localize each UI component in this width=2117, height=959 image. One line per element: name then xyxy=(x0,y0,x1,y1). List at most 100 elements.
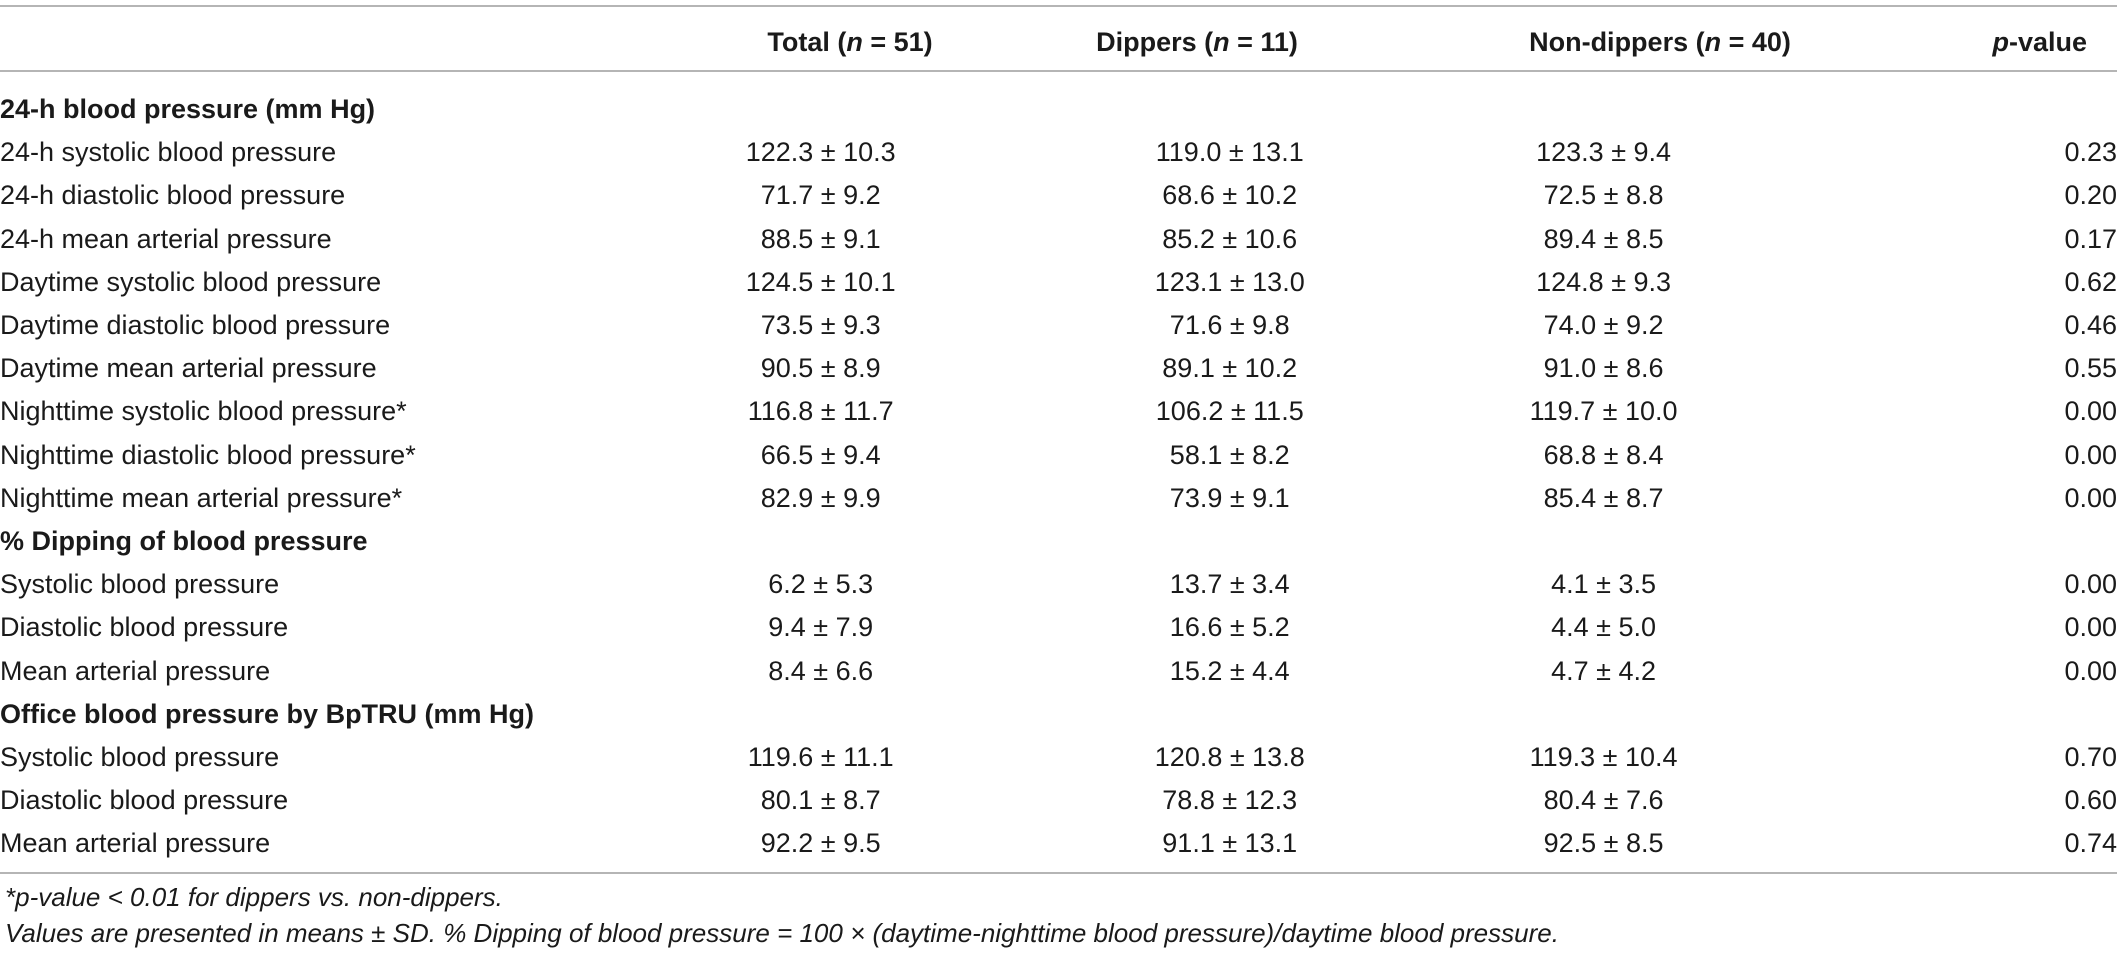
table-row: Daytime systolic blood pressure 124.5 ± 1… xyxy=(0,261,2117,304)
cell-non-dippers: 119.7 ± 10.0 xyxy=(1529,396,1678,427)
cell-non-dippers: 4.1 ± 3.5 xyxy=(1551,569,1657,600)
cell-total: 71.7 ± 9.2 xyxy=(760,180,881,211)
cell-total: 90.5 ± 8.9 xyxy=(760,353,881,384)
footnote-1: *p-value < 0.01 for dippers vs. non-dipp… xyxy=(5,882,503,912)
header-rule xyxy=(0,70,2117,72)
section-heading: % Dipping of blood pressure xyxy=(0,525,368,556)
row-label: Systolic blood pressure xyxy=(0,741,280,772)
row-label: Daytime diastolic blood pressure xyxy=(0,310,391,341)
cell-p-value: 0.00 xyxy=(2064,439,2117,470)
cell-dippers: 106.2 ± 11.5 xyxy=(1155,396,1304,427)
cell-non-dippers: 123.3 ± 9.4 xyxy=(1536,137,1672,168)
cell-dippers: 71.6 ± 9.8 xyxy=(1169,310,1290,341)
cell-p-value xyxy=(1797,88,2117,131)
table-row: 24-h diastolic blood pressure 71.7 ± 9.2 6… xyxy=(0,174,2117,217)
table-row: Mean arterial pressure 92.2 ± 9.5 91.1 ± 1… xyxy=(0,822,2117,865)
cell-total: 66.5 ± 9.4 xyxy=(760,439,881,470)
cell-total: 92.2 ± 9.5 xyxy=(760,828,881,859)
cell-dippers: 91.1 ± 13.1 xyxy=(1162,828,1298,859)
cell-p-value: 0.55 xyxy=(2064,353,2117,384)
cell-dippers: 15.2 ± 4.4 xyxy=(1169,655,1290,686)
cell-dippers: 68.6 ± 10.2 xyxy=(1162,180,1298,211)
cell-non-dippers xyxy=(1410,88,1797,131)
cell-total xyxy=(592,693,1049,736)
cell-total: 8.4 ± 6.6 xyxy=(768,655,874,686)
cell-p-value: 0.74 xyxy=(2064,828,2117,859)
cell-p-value: 0.00 xyxy=(2064,569,2117,600)
cell-p-value: 0.60 xyxy=(2064,785,2117,816)
cell-total xyxy=(592,88,1049,131)
row-label: Daytime systolic blood pressure xyxy=(0,266,382,297)
row-label: Nighttime systolic blood pressure* xyxy=(0,396,407,427)
row-label: Nighttime diastolic blood pressure* xyxy=(0,439,416,470)
cell-total: 119.6 ± 11.1 xyxy=(747,741,894,772)
header-non-text: Non-dippers ( xyxy=(1529,27,1705,57)
cell-dippers: 120.8 ± 13.8 xyxy=(1154,741,1305,772)
section-heading: Office blood pressure by BpTRU (mm Hg) xyxy=(0,698,535,729)
header-non-dippers: Non-dippers (n = 40) xyxy=(1480,20,1840,64)
table-row: Mean arterial pressure 8.4 ± 6.6 15.2 ± 4.… xyxy=(0,649,2117,692)
cell-p-value xyxy=(1797,520,2117,563)
cell-total: 73.5 ± 9.3 xyxy=(760,310,881,341)
table-row: Systolic blood pressure 6.2 ± 5.3 13.7 ± 3… xyxy=(0,563,2117,606)
cell-non-dippers: 89.4 ± 8.5 xyxy=(1543,223,1664,254)
cell-non-dippers: 124.8 ± 9.3 xyxy=(1536,266,1672,297)
cell-p-value: 0.23 xyxy=(2064,137,2117,168)
cell-non-dippers xyxy=(1410,520,1797,563)
cell-p-value: 0.00 xyxy=(2064,396,2117,427)
cell-total: 116.8 ± 11.7 xyxy=(747,396,894,427)
cell-non-dippers: 74.0 ± 9.2 xyxy=(1543,310,1664,341)
row-label: Systolic blood pressure xyxy=(0,569,280,600)
cell-dippers xyxy=(1049,88,1410,131)
data-table: 24-h blood pressure (mm Hg) 24-h systolic… xyxy=(0,88,2117,865)
section-row: Office blood pressure by BpTRU (mm Hg) xyxy=(0,693,2117,736)
cell-dippers xyxy=(1049,693,1410,736)
bottom-rule xyxy=(0,872,2117,874)
cell-dippers xyxy=(1049,520,1410,563)
table-row: Nighttime mean arterial pressure* 82.9 ± … xyxy=(0,477,2117,520)
row-label: 24-h diastolic blood pressure xyxy=(0,180,346,211)
cell-total: 124.5 ± 10.1 xyxy=(745,266,896,297)
table-row: Daytime diastolic blood pressure 73.5 ± 9… xyxy=(0,304,2117,347)
cell-non-dippers: 85.4 ± 8.7 xyxy=(1543,482,1664,513)
cell-dippers: 73.9 ± 9.1 xyxy=(1169,482,1290,513)
cell-total: 122.3 ± 10.3 xyxy=(745,137,896,168)
section-heading: 24-h blood pressure (mm Hg) xyxy=(0,94,376,125)
cell-non-dippers: 80.4 ± 7.6 xyxy=(1543,785,1664,816)
cell-p-value: 0.17 xyxy=(2064,223,2117,254)
cell-non-dippers: 72.5 ± 8.8 xyxy=(1543,180,1664,211)
cell-non-dippers: 92.5 ± 8.5 xyxy=(1543,828,1664,859)
cell-total: 6.2 ± 5.3 xyxy=(768,569,874,600)
cell-p-value: 0.62 xyxy=(2064,266,2117,297)
table-row: Diastolic blood pressure 80.1 ± 8.7 78.8 ±… xyxy=(0,779,2117,822)
header-dippers-n: n xyxy=(1213,27,1230,57)
row-label: Diastolic blood pressure xyxy=(0,612,289,643)
table-row: 24-h mean arterial pressure 88.5 ± 9.1 85.… xyxy=(0,218,2117,261)
row-label: Mean arterial pressure xyxy=(0,828,271,859)
row-label: Daytime mean arterial pressure xyxy=(0,353,377,384)
cell-non-dippers xyxy=(1410,693,1797,736)
cell-non-dippers: 4.7 ± 4.2 xyxy=(1551,655,1657,686)
row-label: 24-h systolic blood pressure xyxy=(0,137,337,168)
cell-p-value: 0.70 xyxy=(2064,741,2117,772)
footnote-2: Values are presented in means ± SD. % Di… xyxy=(5,918,1559,948)
cell-non-dippers: 68.8 ± 8.4 xyxy=(1543,439,1664,470)
cell-non-dippers: 4.4 ± 5.0 xyxy=(1551,612,1657,643)
header-dippers-text: Dippers ( xyxy=(1096,27,1214,57)
header-total-n: n xyxy=(846,27,863,57)
table-row: Nighttime systolic blood pressure* 116.8 … xyxy=(0,390,2117,433)
header-p-italic: p xyxy=(1992,27,2009,57)
cell-non-dippers: 119.3 ± 10.4 xyxy=(1529,741,1678,772)
cell-p-value: 0.00 xyxy=(2064,655,2117,686)
header-total: Total (n = 51) xyxy=(700,20,1000,64)
header-non-count: = 40) xyxy=(1721,27,1791,57)
table-row: Daytime mean arterial pressure 90.5 ± 8.9… xyxy=(0,347,2117,390)
header-non-n: n xyxy=(1704,27,1722,57)
header-total-text: Total ( xyxy=(767,27,847,57)
section-row: % Dipping of blood pressure xyxy=(0,520,2117,563)
row-label: Nighttime mean arterial pressure* xyxy=(0,482,403,513)
cell-total: 82.9 ± 9.9 xyxy=(760,482,881,513)
row-label: 24-h mean arterial pressure xyxy=(0,223,332,254)
cell-total: 80.1 ± 8.7 xyxy=(760,785,881,816)
